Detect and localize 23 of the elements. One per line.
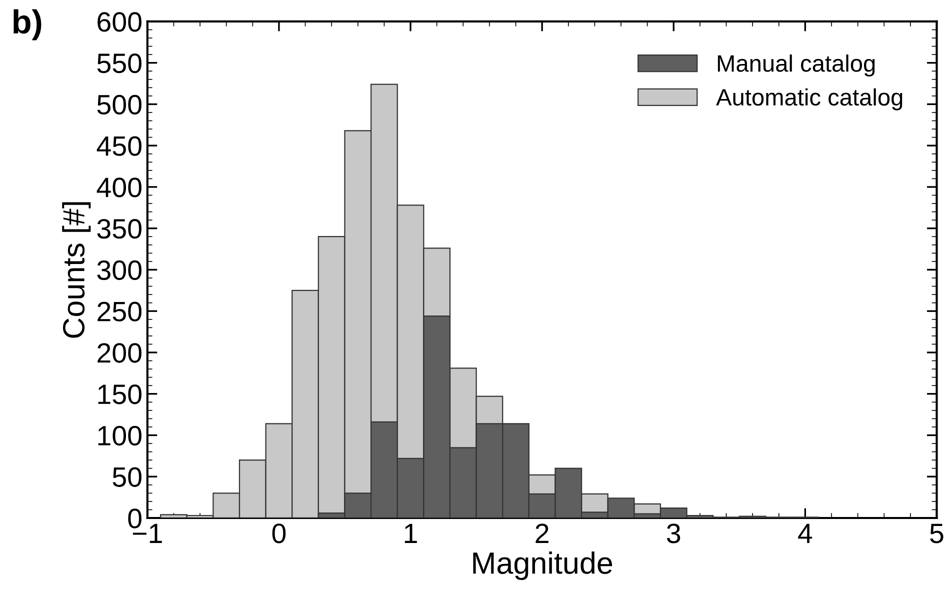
y-tick-label: 50 — [112, 467, 142, 487]
x-tick-label: 3 — [666, 524, 680, 544]
y-tick-label: 200 — [98, 343, 142, 363]
legend-label: Manual catalog — [718, 54, 875, 77]
x-axis-title: Magnitude — [473, 552, 612, 580]
y-tick-label: 600 — [98, 12, 142, 32]
y-axis-title: Counts [#] — [62, 202, 91, 338]
y-tick-label: 250 — [98, 302, 142, 322]
y-tick-label: 100 — [98, 426, 142, 446]
x-tick-label: 5 — [930, 524, 944, 544]
y-tick-label: 400 — [96, 178, 142, 198]
x-tick-label: 2 — [536, 524, 548, 543]
x-tick-label: 0 — [272, 524, 286, 544]
y-tick-label: 300 — [97, 260, 142, 280]
x-tick-label: 4 — [798, 524, 812, 543]
text: b) — [14, 9, 42, 40]
y-tick-label: 550 — [97, 54, 142, 74]
y-tick-label: 350 — [97, 219, 142, 239]
x-tick-label: 1 — [404, 524, 417, 543]
y-tick-label: 150 — [98, 384, 142, 404]
y-tick-label: 500 — [97, 94, 142, 115]
legend-label: Automatic catalog — [716, 88, 902, 110]
y-tick-label: 450 — [96, 136, 142, 156]
